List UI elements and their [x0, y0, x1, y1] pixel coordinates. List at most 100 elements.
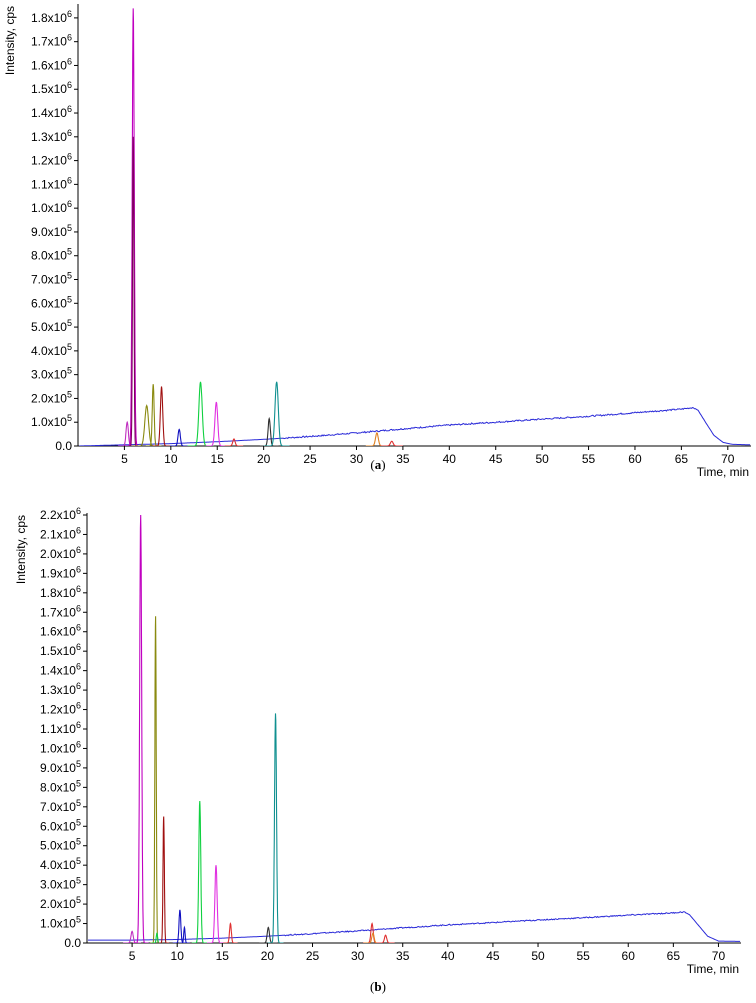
peak-trace — [150, 616, 161, 943]
x-tick-label: 25 — [306, 949, 320, 963]
peak-trace — [267, 713, 284, 943]
peak-trace — [169, 428, 189, 446]
peak-trace — [191, 800, 208, 943]
x-tick-label: 25 — [303, 452, 317, 466]
baseline-trace — [79, 407, 751, 446]
y-axis-title: Intensity, cps — [14, 515, 28, 584]
y-tick-label: 6.0x105 — [40, 817, 81, 833]
peak-trace — [151, 932, 163, 943]
y-tick-label: 5.0x105 — [31, 318, 72, 334]
peak-trace — [224, 438, 244, 446]
y-tick-label: 4.0x105 — [40, 856, 81, 872]
y-tick-label: 1.5x106 — [40, 642, 81, 658]
y-tick-label: 1.1x106 — [40, 720, 81, 736]
x-tick-label: 40 — [441, 949, 455, 963]
y-tick-label: 1.4x106 — [31, 104, 72, 120]
peak-trace — [187, 381, 214, 446]
x-tick-label: 15 — [211, 452, 225, 466]
peak-trace — [263, 381, 290, 446]
x-axis-title: Time, min — [697, 465, 749, 479]
x-tick-label: 20 — [257, 452, 271, 466]
x-tick-label: 45 — [486, 949, 500, 963]
y-tick-label: 1.0x105 — [31, 413, 72, 429]
peak-trace — [158, 816, 170, 943]
y-tick-label: 1.8x106 — [31, 9, 72, 25]
y-tick-label: 1.6x106 — [40, 623, 81, 639]
y-tick-label: 1.3x106 — [31, 128, 72, 144]
x-tick-label: 65 — [667, 949, 681, 963]
chart-panel-a: 0.0 1.0x105 2.0x105 3.0x105 4.0x105 5.0x105 6.… — [3, 4, 751, 479]
y-tick-label: 0.0 — [64, 936, 81, 950]
x-tick-label: 55 — [576, 949, 590, 963]
x-tick-label: 50 — [535, 452, 549, 466]
trace-group — [79, 8, 751, 446]
y-tick-label: 7.0x105 — [31, 271, 72, 287]
peak-trace — [145, 384, 161, 446]
y-tick-label: 1.0x106 — [31, 199, 72, 215]
y-tick-label: 0.0 — [55, 439, 72, 453]
y-tick-label: 2.2x106 — [40, 506, 81, 522]
peak-trace — [127, 136, 139, 446]
peak-trace — [123, 930, 142, 943]
y-tick-label: 1.4x106 — [40, 662, 81, 678]
y-tick-label: 8.0x105 — [31, 247, 72, 263]
y-tick-label: 1.2x106 — [40, 701, 81, 717]
y-tick-label: 1.1x106 — [31, 175, 72, 191]
peak-trace — [179, 925, 190, 943]
x-tick-label: 55 — [582, 452, 596, 466]
peak-trace — [259, 416, 279, 446]
baseline-trace — [88, 911, 741, 942]
panel-caption: (a) — [370, 457, 385, 472]
y-tick-label: 3.0x105 — [40, 876, 81, 892]
x-tick-label: 40 — [443, 452, 457, 466]
x-tick-label: 30 — [351, 949, 365, 963]
y-tick-label: 7.0x105 — [40, 798, 81, 814]
peak-trace — [365, 432, 388, 446]
x-tick-label: 60 — [622, 949, 636, 963]
x-tick-label: 20 — [261, 949, 275, 963]
peak-trace — [132, 514, 149, 943]
y-tick-label: 2.0x105 — [40, 895, 81, 911]
y-axis-title: Intensity, cps — [3, 6, 17, 75]
y-tick-label: 1.6x106 — [31, 56, 72, 72]
peak-trace — [207, 865, 225, 943]
x-tick-label: 65 — [675, 452, 689, 466]
panel-caption: (b) — [370, 979, 386, 994]
peak-trace — [131, 404, 162, 446]
y-tick-label: 1.5x106 — [31, 80, 72, 96]
y-tick-label: 2.0x105 — [31, 389, 72, 405]
y-tick-label: 9.0x105 — [40, 759, 81, 775]
x-tick-label: 10 — [164, 452, 178, 466]
trace-group — [88, 514, 741, 943]
x-tick-label: 5 — [121, 452, 128, 466]
x-tick-label: 35 — [396, 949, 410, 963]
peak-trace — [172, 909, 188, 943]
y-tick-label: 1.2x106 — [31, 152, 72, 168]
y-tick-label: 2.1x106 — [40, 525, 81, 541]
chart-panel-b: 0.0 1.0x105 2.0x105 3.0x105 4.0x105 5.0x105 6.… — [14, 506, 741, 994]
y-tick-label: 3.0x105 — [31, 366, 72, 382]
y-tick-label: 1.8x106 — [40, 584, 81, 600]
x-tick-label: 30 — [350, 452, 364, 466]
y-tick-label: 1.0x105 — [40, 915, 81, 931]
x-tick-label: 5 — [129, 949, 136, 963]
peak-trace — [380, 440, 403, 446]
peak-trace — [223, 922, 238, 943]
y-tick-label: 1.7x106 — [40, 603, 81, 619]
y-tick-label: 2.0x106 — [40, 545, 81, 561]
x-axis-title: Time, min — [687, 962, 739, 976]
peak-trace — [363, 922, 382, 943]
peak-trace — [259, 926, 278, 943]
x-tick-label: 60 — [628, 452, 642, 466]
peak-trace — [376, 934, 395, 943]
x-tick-label: 10 — [171, 949, 185, 963]
peak-trace — [205, 401, 228, 446]
x-tick-label: 45 — [489, 452, 503, 466]
x-tick-label: 70 — [712, 949, 726, 963]
y-tick-label: 1.3x106 — [40, 681, 81, 697]
y-tick-label: 1.9x106 — [40, 564, 81, 580]
x-tick-label: 35 — [396, 452, 410, 466]
y-tick-label: 4.0x105 — [31, 342, 72, 358]
y-tick-label: 5.0x105 — [40, 837, 81, 853]
y-tick-label: 9.0x105 — [31, 223, 72, 239]
